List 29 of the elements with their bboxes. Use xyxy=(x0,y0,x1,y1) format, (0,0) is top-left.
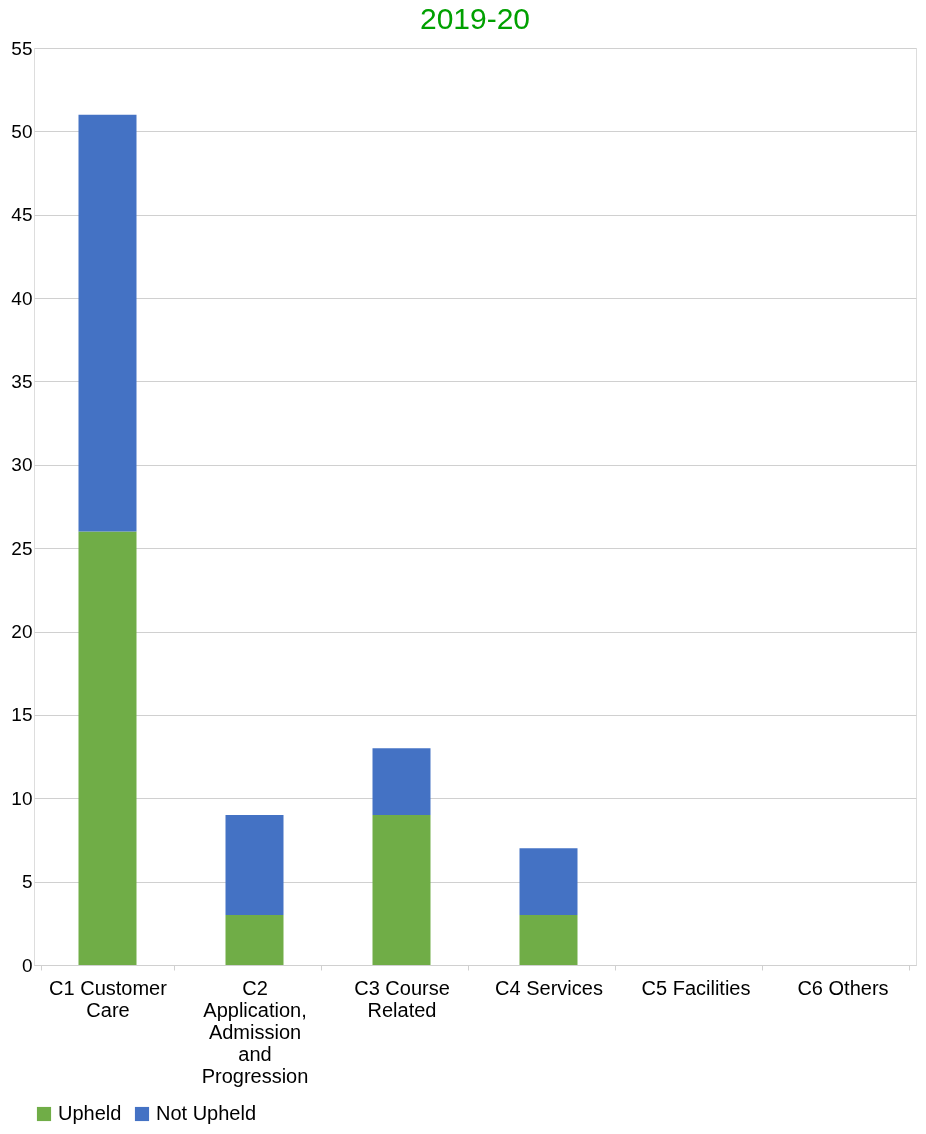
x-tick-label: C6 Others xyxy=(797,976,889,999)
y-tick-label: 0 xyxy=(21,954,33,976)
x-tick-label: C3 Course Related xyxy=(354,976,450,1021)
y-tick-label: 10 xyxy=(11,787,33,809)
x-tick-label: C5 Facilities xyxy=(641,976,751,999)
bar xyxy=(225,814,284,915)
bar xyxy=(225,914,284,965)
y-tick-label: 40 xyxy=(11,287,33,309)
bar xyxy=(372,814,431,965)
legend-label: Upheld xyxy=(58,1102,122,1124)
y-tick-label: 15 xyxy=(11,704,33,726)
bar xyxy=(372,748,431,815)
x-tick-label: C4 Services xyxy=(495,976,603,999)
y-tick-label: 20 xyxy=(11,621,33,643)
bar xyxy=(78,114,137,532)
y-tick-label: 30 xyxy=(11,454,33,476)
bar xyxy=(519,914,578,965)
y-tick-label: 25 xyxy=(11,537,33,559)
y-tick-label: 45 xyxy=(11,204,33,226)
y-tick-label: 5 xyxy=(21,871,33,893)
x-tick-label: C1 Customer Care xyxy=(49,976,168,1021)
y-tick-label: 55 xyxy=(11,37,33,59)
y-tick-label: 35 xyxy=(11,370,33,392)
x-tick-label: C2 Application, Admission and Progression xyxy=(201,976,309,1087)
y-tick-label: 50 xyxy=(11,120,33,142)
bar xyxy=(78,531,137,965)
bar xyxy=(519,848,578,915)
legend-label: Not Upheld xyxy=(156,1102,257,1124)
chart-title: 2019-20 xyxy=(419,2,531,35)
